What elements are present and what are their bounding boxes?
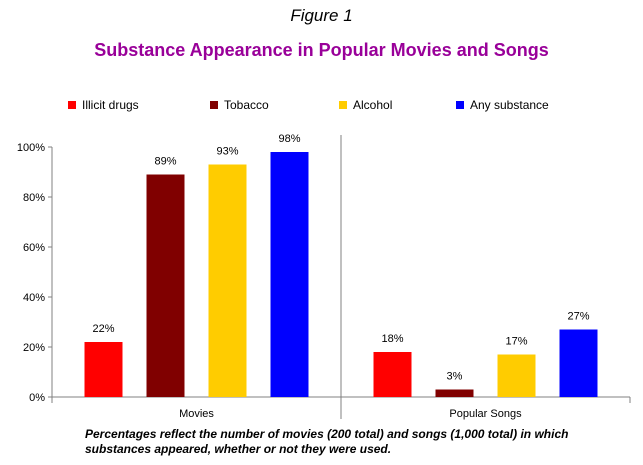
bar-value-label-0-3: 98%: [278, 133, 300, 145]
caption-line-2: substances appeared, whether or not they…: [85, 442, 392, 456]
chart-bars: [84, 152, 598, 397]
bar-value-label-1-3: 27%: [567, 311, 589, 323]
y-tick-label-4: 80%: [23, 192, 45, 204]
bar-0-3: [270, 152, 309, 397]
bar-0-2: [208, 164, 247, 397]
y-tick-label-5: 100%: [17, 142, 45, 154]
bar-0-0: [84, 342, 123, 397]
x-category-label-1: Popular Songs: [449, 408, 522, 420]
legend-swatch-0: [68, 101, 76, 109]
legend-swatch-3: [456, 101, 464, 109]
bar-1-1: [435, 389, 474, 397]
chart-title: Substance Appearance in Popular Movies a…: [94, 40, 549, 60]
y-tick-label-3: 60%: [23, 242, 45, 254]
figure-label: Figure 1: [290, 6, 353, 25]
legend: Illicit drugs Tobacco Alcohol Any substance: [68, 98, 549, 112]
legend-swatch-1: [210, 101, 218, 109]
legend-label-3: Any substance: [470, 98, 549, 112]
chart-caption: Percentages reflect the number of movies…: [85, 427, 605, 457]
bar-0-1: [146, 174, 185, 397]
legend-swatch-2: [339, 101, 347, 109]
legend-label-0: Illicit drugs: [82, 98, 139, 112]
bar-1-2: [497, 354, 536, 397]
bar-value-label-0-2: 93%: [216, 146, 238, 158]
y-tick-label-2: 40%: [23, 292, 45, 304]
bar-value-label-0-0: 22%: [92, 323, 114, 335]
bar-1-3: [559, 329, 598, 397]
caption-line-1: Percentages reflect the number of movies…: [85, 427, 569, 441]
y-tick-label-0: 0%: [29, 392, 45, 404]
bar-value-label-1-1: 3%: [447, 371, 463, 383]
bar-value-label-1-2: 17%: [505, 336, 527, 348]
chart-data-labels: 22% 89% 93% 98% 18% 3% 17% 27%: [92, 133, 589, 383]
bar-value-label-1-0: 18%: [381, 333, 403, 345]
y-tick-label-1: 20%: [23, 342, 45, 354]
x-category-label-0: Movies: [179, 408, 214, 420]
legend-label-1: Tobacco: [224, 98, 269, 112]
bar-1-0: [373, 352, 412, 397]
legend-label-2: Alcohol: [353, 98, 392, 112]
bar-value-label-0-1: 89%: [154, 156, 176, 168]
